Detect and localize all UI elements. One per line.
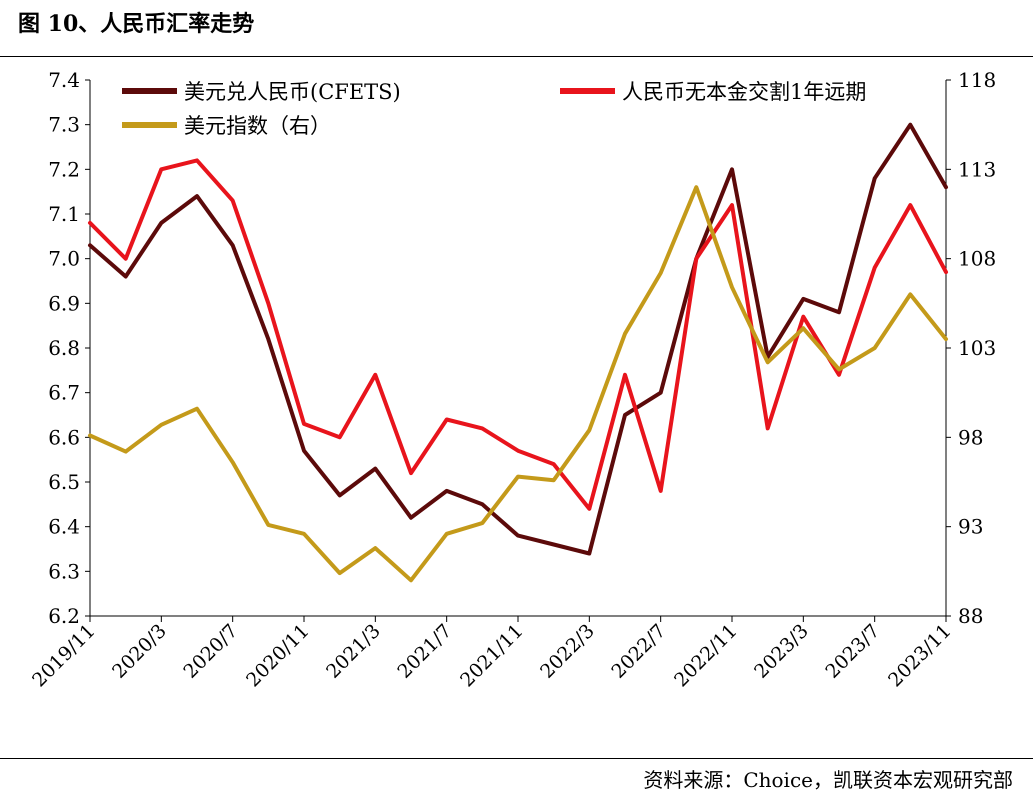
series-line-1 [88,122,948,556]
left-tick-label: 7.2 [48,157,80,181]
x-tick-label: 2021/11 [456,620,527,691]
left-tick-label: 6.2 [48,604,80,628]
left-tick-label: 6.8 [48,336,80,360]
legend-label-3: 美元指数（右） [184,114,331,138]
right-tick-label: 118 [958,68,996,92]
x-tick-label: 2023/11 [884,620,955,691]
page-title: 图 10、人民币汇率走势 [18,11,255,37]
x-tick-label: 2022/3 [536,620,599,683]
left-tick-label: 7.3 [48,113,80,137]
right-tick-label: 103 [958,336,996,360]
exchange-rate-chart: 6.2 6.3 6.4 6.5 6.6 6.7 6.8 6.9 7.0 7.1 7.2 7.3 7.4 8… [28,68,996,691]
left-tick-label: 6.6 [48,425,80,449]
x-tick-label: 2023/3 [750,620,813,683]
x-tick-label: 2021/7 [393,620,456,683]
left-tick-label: 7.4 [48,68,80,92]
left-tick-label: 7.0 [48,247,80,271]
left-tick-label: 6.7 [48,381,80,405]
x-tick-label: 2020/7 [179,620,242,683]
series-layer [88,122,948,583]
source-note: 资料来源：Choice，凯联资本宏观研究部 [643,768,1013,792]
right-tick-label: 113 [958,157,996,181]
axes: 6.2 6.3 6.4 6.5 6.6 6.7 6.8 6.9 7.0 7.1 7.2 7.3 7.4 8… [28,68,996,691]
series-line-2 [88,158,948,511]
right-tick-label: 108 [958,247,996,271]
left-tick-label: 6.3 [48,559,80,583]
x-tick-label: 2020/3 [108,620,171,683]
legend-label-2: 人民币无本金交割1年远期 [622,80,866,104]
left-tick-label: 7.1 [48,202,80,226]
left-tick-label: 6.4 [48,515,80,539]
x-tick-label: 2023/7 [821,620,884,683]
legend-label-1: 美元兑人民币(CFETS) [184,80,401,104]
right-tick-label: 88 [958,604,983,628]
left-tick-label: 6.5 [48,470,80,494]
x-tick-label: 2019/11 [28,620,99,691]
x-tick-label: 2020/11 [242,620,313,691]
bottom-divider [0,758,1033,759]
right-tick-label: 98 [958,425,983,449]
top-divider [0,56,1033,57]
x-tick-label: 2022/11 [670,620,741,691]
right-tick-label: 93 [958,515,983,539]
series-line-3 [88,185,948,583]
x-tick-label: 2022/7 [607,620,670,683]
left-tick-label: 6.9 [48,291,80,315]
x-tick-label: 2021/3 [322,620,385,683]
